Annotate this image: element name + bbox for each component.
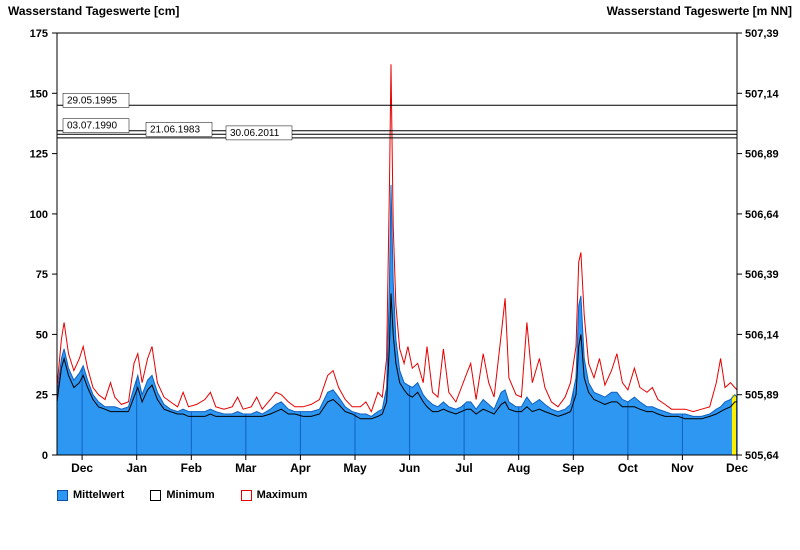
legend-item-maximum: Maximum <box>240 489 308 501</box>
chart-legend: Mittelwert Minimum Maximum <box>57 489 307 501</box>
minimum-swatch-icon <box>150 489 162 501</box>
svg-text:175: 175 <box>30 28 48 40</box>
legend-item-mittelwert: Mittelwert <box>57 489 124 501</box>
svg-text:Apr: Apr <box>290 461 311 475</box>
svg-text:30.06.2011: 30.06.2011 <box>230 128 280 139</box>
svg-text:50: 50 <box>36 329 48 341</box>
mean-edge-line <box>56 184 738 417</box>
plot-border <box>56 32 738 456</box>
svg-text:125: 125 <box>30 149 48 161</box>
reference-line-label: 30.06.2011 <box>225 125 293 141</box>
svg-text:May: May <box>343 461 367 475</box>
svg-text:Feb: Feb <box>181 461 202 475</box>
legend-label-mittelwert: Mittelwert <box>73 489 125 501</box>
y-axis-ticks <box>52 32 742 456</box>
chart-title-left: Wasserstand Tageswerte [cm] <box>8 4 180 18</box>
month-gridlines <box>81 184 737 455</box>
svg-text:505,64: 505,64 <box>745 450 780 462</box>
svg-text:506,64: 506,64 <box>745 209 780 221</box>
svg-text:Aug: Aug <box>507 461 530 475</box>
current-day-marker <box>732 394 736 455</box>
svg-text:506,39: 506,39 <box>745 269 779 281</box>
legend-label-maximum: Maximum <box>256 489 308 501</box>
chart-title-right: Wasserstand Tageswerte [m NN] <box>606 4 792 18</box>
svg-text:100: 100 <box>30 209 48 221</box>
mittelwert-swatch-icon <box>57 489 68 501</box>
y-axis-labels: 0 505,64 25 505,89 50 506,14 75 506,39 100 506,64… <box>30 28 780 462</box>
svg-text:150: 150 <box>30 88 48 100</box>
svg-text:506,14: 506,14 <box>745 329 780 341</box>
svg-text:Jun: Jun <box>399 461 420 475</box>
mean-area <box>57 184 737 455</box>
svg-text:507,39: 507,39 <box>745 28 779 40</box>
svg-text:29.05.1995: 29.05.1995 <box>67 95 117 106</box>
reference-line-label: 29.05.1995 <box>62 93 130 108</box>
svg-text:25: 25 <box>36 390 48 402</box>
min-line <box>56 293 737 420</box>
svg-text:Jul: Jul <box>455 461 472 475</box>
svg-text:506,89: 506,89 <box>745 149 779 161</box>
svg-text:507,14: 507,14 <box>745 88 780 100</box>
svg-text:Nov: Nov <box>671 461 694 475</box>
max-line <box>56 64 738 413</box>
legend-item-minimum: Minimum <box>150 489 215 501</box>
svg-text:505,89: 505,89 <box>745 390 779 402</box>
svg-text:Dec: Dec <box>71 461 93 475</box>
reference-line-label: 03.07.1990 <box>62 118 130 133</box>
svg-text:Mar: Mar <box>235 461 257 475</box>
svg-text:0: 0 <box>42 450 48 462</box>
svg-text:Sep: Sep <box>562 461 584 475</box>
svg-text:Dec: Dec <box>726 461 748 475</box>
svg-text:Oct: Oct <box>618 461 638 475</box>
legend-label-minimum: Minimum <box>166 489 215 501</box>
maximum-swatch-icon <box>240 489 252 501</box>
reference-line-label: 21.06.1983 <box>145 122 213 137</box>
svg-text:03.07.1990: 03.07.1990 <box>67 121 117 132</box>
svg-text:75: 75 <box>36 269 48 281</box>
svg-text:Jan: Jan <box>126 461 147 475</box>
svg-text:21.06.1983: 21.06.1983 <box>150 124 200 135</box>
x-axis-labels: Dec Jan Feb Mar Apr May Jun Jul Aug Sep Oct Nov Dec <box>71 461 748 475</box>
x-axis-ticks <box>81 455 738 460</box>
